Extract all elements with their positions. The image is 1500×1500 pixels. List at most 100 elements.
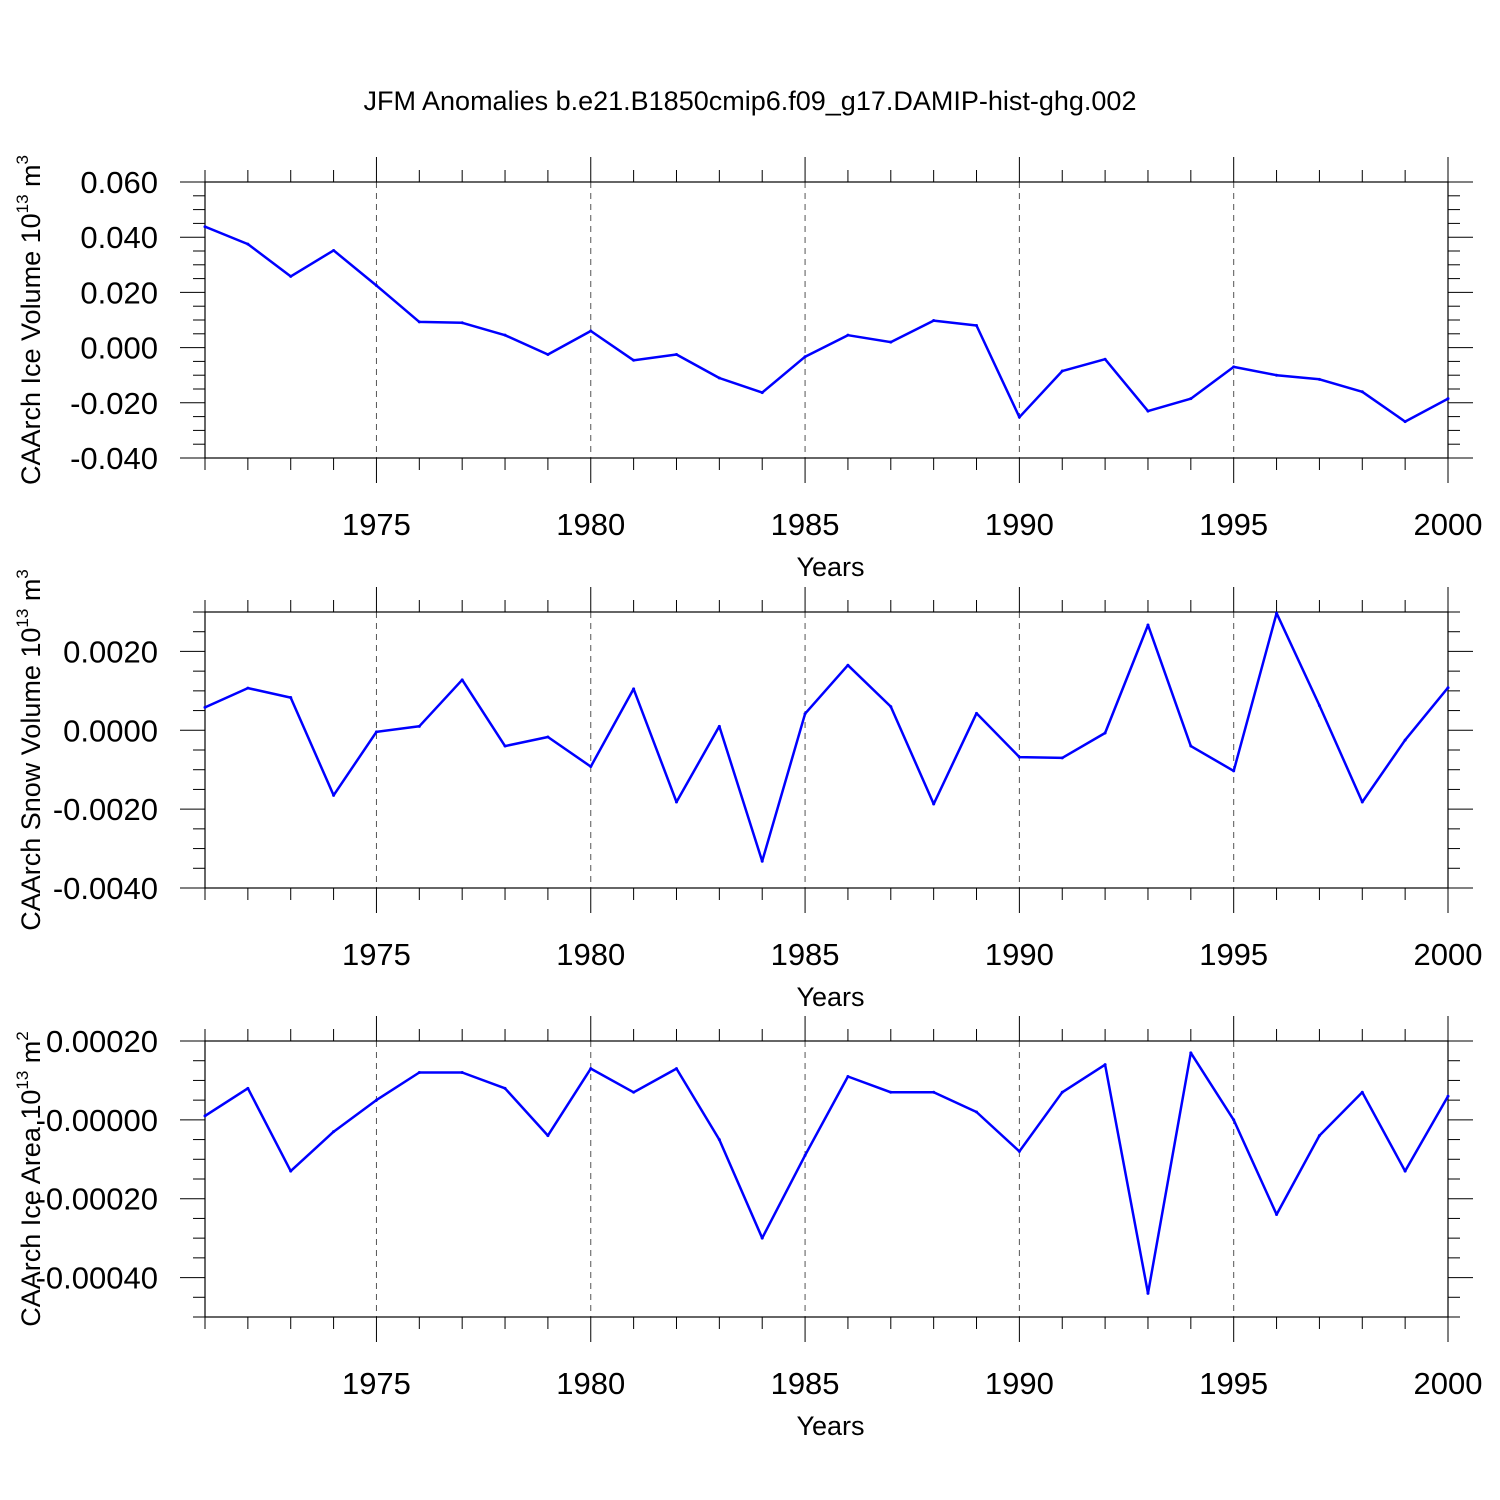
- data-point: [546, 1134, 550, 1138]
- data-point: [246, 686, 250, 690]
- series-line: [205, 225, 1448, 423]
- x-tick-label: 1980: [556, 937, 625, 972]
- data-point: [1403, 420, 1407, 424]
- y-tick-label: 0.0000: [63, 713, 158, 748]
- data-point: [374, 284, 378, 287]
- data-point: [1403, 1169, 1407, 1173]
- data-point: [589, 765, 593, 769]
- x-tick-label: 1990: [985, 507, 1054, 542]
- data-point: [1275, 611, 1279, 615]
- x-tick-label: 2000: [1414, 507, 1483, 542]
- x-axis-label: Years: [796, 982, 864, 1012]
- data-point: [332, 248, 336, 252]
- data-point: [460, 1071, 464, 1075]
- y-tick-label: 0.00020: [46, 1024, 158, 1059]
- data-point: [1146, 409, 1150, 413]
- y-tick-label: 0.000: [80, 331, 158, 366]
- data-point: [246, 242, 250, 246]
- data-point: [1017, 755, 1021, 759]
- data-point: [246, 1086, 250, 1090]
- x-tick-label: 1985: [771, 937, 840, 972]
- x-tick-label: 1985: [771, 1366, 840, 1401]
- data-point: [932, 802, 936, 806]
- data-point: [417, 724, 421, 728]
- data-point: [632, 1090, 636, 1094]
- data-point: [289, 1169, 293, 1173]
- series-line: [205, 1051, 1448, 1295]
- data-point: [332, 1130, 336, 1134]
- data-point: [1232, 1118, 1236, 1122]
- data-point: [589, 1067, 593, 1071]
- x-tick-label: 1995: [1199, 1366, 1268, 1401]
- data-point: [1232, 769, 1236, 773]
- figure-title: JFM Anomalies b.e21.B1850cmip6.f09_g17.D…: [364, 86, 1137, 116]
- data-point: [1275, 1212, 1279, 1216]
- data-point: [632, 687, 636, 691]
- data-point: [460, 678, 464, 682]
- plot-frame: [204, 611, 1449, 889]
- data-point: [1360, 1090, 1364, 1094]
- data-point: [503, 333, 507, 337]
- panels: 1975 1980 1985 1990 1995 2000 -0.040 -0.020 0.00…: [13, 155, 1482, 1441]
- plot-frame: [204, 181, 1449, 459]
- x-tick-label: 1990: [985, 1366, 1054, 1401]
- data-point: [1060, 1090, 1064, 1094]
- data-point: [1189, 397, 1193, 401]
- panel-3: 1975 1980 1985 1990 1995 2000 -0.00040 -0.00020…: [13, 1016, 1482, 1441]
- data-point: [417, 320, 421, 324]
- data-point: [674, 353, 678, 356]
- x-tick-label: 1975: [342, 937, 411, 972]
- data-point: [803, 712, 807, 716]
- data-point: [846, 663, 850, 667]
- y-tick-label: -0.00040: [36, 1261, 158, 1296]
- data-point: [1446, 686, 1450, 690]
- data-point: [1317, 377, 1321, 381]
- data-point: [717, 724, 721, 728]
- data-point: [289, 696, 293, 700]
- data-point: [503, 1086, 507, 1090]
- data-point: [717, 1138, 721, 1142]
- data-point: [889, 340, 893, 344]
- y-tick-label: -0.040: [70, 441, 158, 476]
- data-point: [546, 735, 550, 739]
- y-axis-label: CAArch Ice Volume 1013 m3: [13, 155, 46, 485]
- x-tick-label: 1980: [556, 507, 625, 542]
- data-point: [1103, 357, 1107, 361]
- data-point: [717, 376, 721, 380]
- y-tick-label: 0.020: [80, 275, 158, 310]
- data-point: [1360, 800, 1364, 804]
- data-point: [1060, 756, 1064, 760]
- data-point: [203, 225, 207, 229]
- data-point: [374, 1098, 378, 1102]
- data-point: [417, 1071, 421, 1075]
- data-point: [374, 730, 378, 734]
- data-point: [203, 1114, 207, 1118]
- x-axis-label: Years: [796, 1411, 864, 1441]
- data-point: [1146, 1291, 1150, 1295]
- data-point: [975, 711, 979, 715]
- panel-1: 1975 1980 1985 1990 1995 2000 -0.040 -0.020 0.00…: [13, 155, 1482, 582]
- data-point: [1146, 623, 1150, 627]
- data-point: [975, 324, 979, 328]
- panel-2: 1975 1980 1985 1990 1995 2000 -0.0040 -0.0020 0.…: [13, 569, 1482, 1012]
- data-point: [1017, 1149, 1021, 1153]
- y-tick-label: 0.040: [80, 220, 158, 255]
- y-tick-label: -0.020: [70, 386, 158, 421]
- data-point: [889, 705, 893, 709]
- data-point: [975, 1110, 979, 1114]
- x-axis-label: Years: [796, 552, 864, 582]
- x-tick-label: 1980: [556, 1366, 625, 1401]
- data-point: [1446, 397, 1450, 401]
- data-point: [1189, 744, 1193, 748]
- y-tick-label: -0.0040: [53, 871, 158, 906]
- data-point: [1446, 1094, 1450, 1098]
- x-tick-label: 1995: [1199, 937, 1268, 972]
- data-point: [760, 1236, 764, 1240]
- data-point: [932, 1090, 936, 1094]
- data-point: [1403, 738, 1407, 742]
- data-point: [460, 321, 464, 325]
- data-point: [674, 800, 678, 804]
- x-tick-label: 1975: [342, 507, 411, 542]
- data-point: [1360, 390, 1364, 394]
- data-point: [846, 1074, 850, 1078]
